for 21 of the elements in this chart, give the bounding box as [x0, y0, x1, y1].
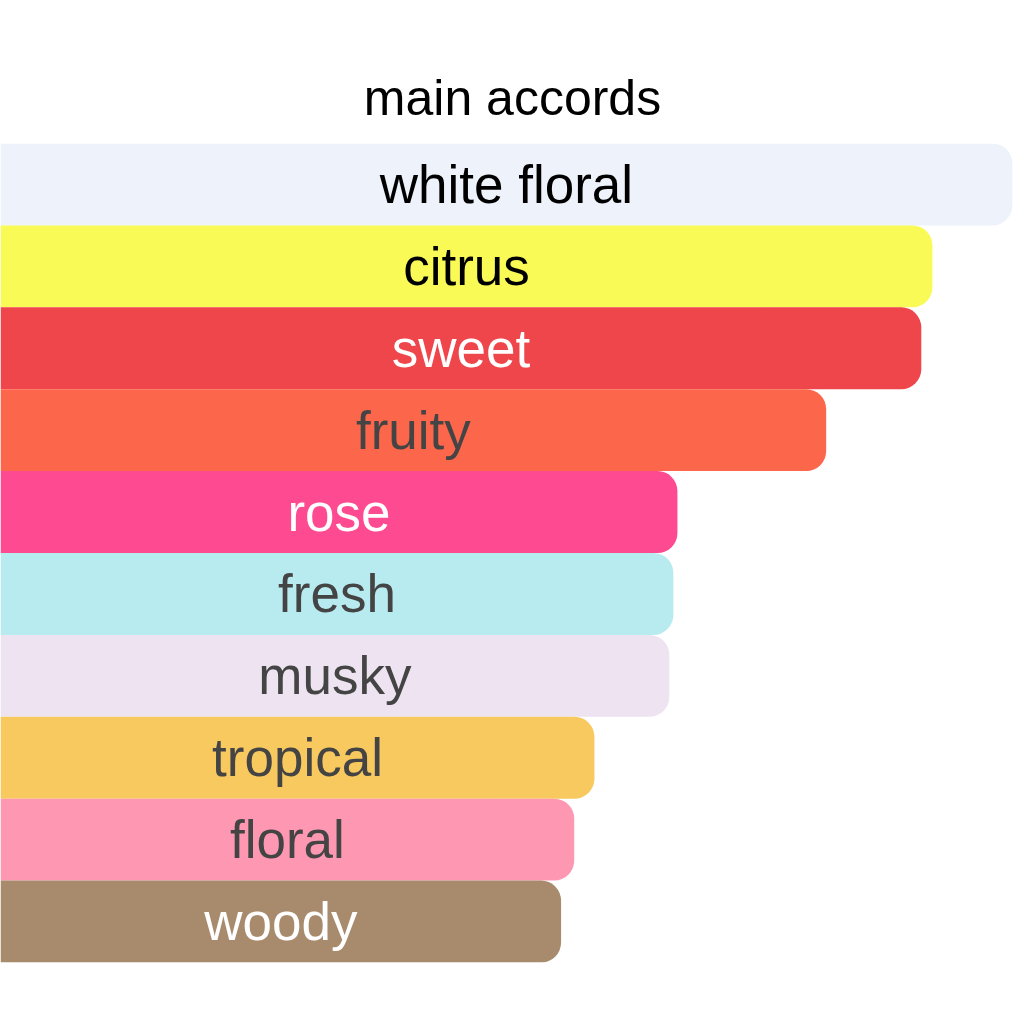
y-tick-label: citrus [403, 236, 530, 296]
y-tick-label: musky [258, 646, 412, 706]
y-tick-label: fresh [278, 564, 396, 624]
y-tick-label: rose [287, 482, 391, 542]
y-tick-label: white floral [378, 154, 634, 214]
bar [0, 389, 827, 472]
bar [0, 880, 562, 963]
bar [0, 471, 678, 553]
bar [0, 225, 933, 308]
y-tick-label: woody [203, 892, 358, 952]
y-tick-label: sweet [391, 318, 531, 378]
bar [0, 143, 1013, 226]
bar [0, 716, 595, 799]
bar [0, 634, 670, 717]
chart-title: main accords [363, 69, 662, 126]
y-tick-label: tropical [212, 728, 383, 788]
bar [0, 307, 922, 390]
y-tick-label: floral [229, 810, 345, 870]
bar [0, 553, 674, 635]
y-tick-label: fruity [355, 400, 472, 460]
bar [0, 798, 575, 881]
